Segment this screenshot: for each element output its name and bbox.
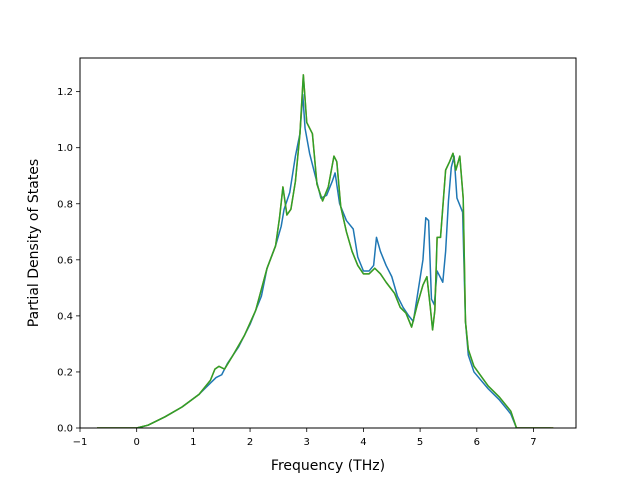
x-axis-ticks: −1 0 1 2 3 4 5 6 7 bbox=[73, 428, 537, 448]
plot-frame bbox=[79, 57, 577, 429]
y-tick-label: 1.0 bbox=[57, 143, 73, 154]
x-tick-label: 7 bbox=[530, 437, 536, 448]
y-axis-label: Partial Density of States bbox=[26, 159, 42, 327]
x-tick-label: −1 bbox=[73, 437, 88, 448]
y-tick-label: 0.2 bbox=[57, 367, 73, 378]
y-tick-label: 1.2 bbox=[57, 87, 73, 98]
y-axis-ticks: 0.0 0.2 0.4 0.6 0.8 1.0 1.2 bbox=[57, 87, 80, 435]
x-tick-label: 1 bbox=[190, 437, 196, 448]
series-line-3 bbox=[97, 74, 554, 428]
series-layer bbox=[97, 74, 554, 428]
x-tick-label: 6 bbox=[474, 437, 480, 448]
y-tick-label: 0.6 bbox=[57, 255, 73, 266]
y-tick-label: 0.8 bbox=[57, 199, 73, 210]
x-tick-label: 2 bbox=[247, 437, 253, 448]
x-axis-label: Frequency (THz) bbox=[271, 458, 385, 474]
x-tick-label: 5 bbox=[417, 437, 423, 448]
series-line-2 bbox=[97, 74, 554, 428]
y-tick-label: 0.4 bbox=[57, 311, 73, 322]
y-tick-label: 0.0 bbox=[57, 424, 73, 435]
x-tick-label: 0 bbox=[133, 437, 139, 448]
x-tick-label: 3 bbox=[304, 437, 310, 448]
x-tick-label: 4 bbox=[360, 437, 366, 448]
